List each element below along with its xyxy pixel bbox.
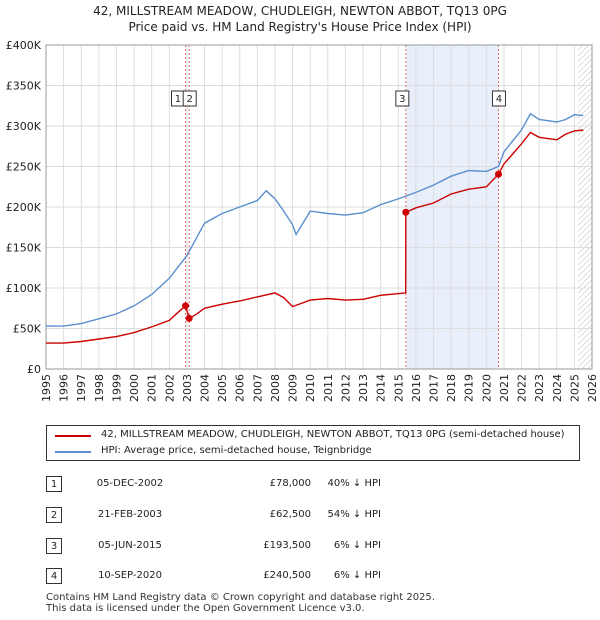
legend-label-hpi: HPI: Average price, semi-detached house,… (101, 445, 372, 456)
transaction-date: 05-JUN-2015 (98, 540, 162, 551)
x-tick-label: 2006 (234, 374, 247, 402)
x-tick-label: 2022 (516, 374, 529, 402)
transaction-row: 1 05-DEC-2002 £78,000 40% ↓ HPI (46, 476, 586, 494)
legend-swatch-hpi (55, 451, 91, 453)
x-tick-label: 2004 (199, 374, 212, 402)
sale-point (185, 314, 193, 322)
transaction-price: £62,500 (269, 509, 311, 520)
property-series-line (46, 129, 584, 344)
x-tick-label: 2005 (216, 374, 229, 402)
sale-number-label: 2 (187, 94, 193, 105)
chart-title: 42, MILLSTREAM MEADOW, CHUDLEIGH, NEWTON… (93, 4, 507, 18)
x-tick-label: 2007 (251, 374, 264, 402)
sale-number-frame (182, 90, 197, 107)
hpi-series-line (46, 112, 584, 327)
sale-number-frame (491, 90, 506, 107)
x-tick-label: 1998 (93, 374, 106, 402)
x-tick-label: 2017 (427, 374, 440, 402)
x-tick-label: 1999 (110, 374, 123, 402)
footer-license: This data is licensed under the Open Gov… (46, 603, 365, 614)
chart-subtitle: Price paid vs. HM Land Registry's House … (128, 20, 472, 34)
x-tick-label: 2015 (392, 374, 405, 402)
x-tick-label: 1995 (40, 374, 53, 402)
legend: 42, MILLSTREAM MEADOW, CHUDLEIGH, NEWTON… (46, 425, 580, 461)
y-tick-label: £200K (6, 201, 42, 214)
transaction-price: £78,000 (269, 478, 311, 489)
x-tick-label: 2010 (304, 374, 317, 402)
transaction-date: 21-FEB-2003 (97, 509, 163, 520)
legend-swatch-property (55, 435, 91, 437)
x-tick-label: 2011 (322, 374, 335, 402)
transaction-hpi-delta: 6% ↓ HPI (333, 570, 381, 581)
transaction-badge: 1 (46, 476, 62, 492)
sale-number-box: 2 (182, 90, 197, 107)
transaction-row: 4 10-SEP-2020 £240,500 6% ↓ HPI (46, 568, 586, 586)
legend-label-property: 42, MILLSTREAM MEADOW, CHUDLEIGH, NEWTON… (101, 429, 565, 440)
x-tick-label: 2021 (498, 374, 511, 402)
transaction-row: 2 21-FEB-2003 £62,500 54% ↓ HPI (46, 507, 586, 525)
x-tick-label: 2013 (357, 374, 370, 402)
x-tick-label: 2023 (533, 374, 546, 402)
transaction-badge: 3 (46, 538, 62, 554)
transaction-badge: 4 (46, 568, 62, 584)
sale-number-box: 3 (395, 90, 410, 107)
transaction-date: 05-DEC-2002 (96, 478, 164, 489)
x-tick-label: 2026 (586, 374, 599, 402)
y-tick-label: £250K (6, 161, 42, 174)
x-tick-label: 2025 (568, 374, 581, 402)
footer-copyright: Contains HM Land Registry data © Crown c… (46, 592, 435, 603)
transaction-badge: 2 (46, 507, 62, 523)
transaction-price: £240,500 (263, 570, 311, 581)
x-tick-label: 2014 (375, 374, 388, 402)
sale-number-box: 4 (491, 90, 506, 107)
price-chart: 1 2 3 4 £0 £50K £100K £150K £200K £250K £300K £350K… (6, 39, 599, 402)
x-tick-label: 2024 (551, 374, 564, 402)
sale-point (181, 302, 189, 310)
sale-number-label: 3 (399, 94, 405, 105)
y-tick-label: £150K (6, 242, 42, 255)
sale-number-frame (395, 90, 410, 107)
x-tick-label: 1996 (58, 374, 71, 402)
transaction-hpi-delta: 54% ↓ HPI (327, 509, 381, 520)
y-tick-label: £350K (6, 80, 42, 93)
sale-number-label: 4 (496, 94, 502, 105)
x-tick-label: 2016 (410, 374, 423, 402)
y-tick-label: £400K (6, 39, 42, 52)
x-tick-label: 2012 (339, 374, 352, 402)
x-tick-label: 2008 (269, 374, 282, 402)
y-tick-label: £100K (6, 282, 42, 295)
sale-point (494, 170, 502, 178)
y-tick-label: £300K (6, 120, 42, 133)
x-tick-label: 2000 (128, 374, 141, 402)
x-tick-label: 2003 (181, 374, 194, 402)
sale-number-box: 1 (170, 90, 185, 107)
x-tick-label: 2020 (480, 374, 493, 402)
x-tick-label: 2009 (287, 374, 300, 402)
transaction-hpi-delta: 6% ↓ HPI (333, 540, 381, 551)
transaction-row: 3 05-JUN-2015 £193,500 6% ↓ HPI (46, 538, 586, 556)
transaction-hpi-delta: 40% ↓ HPI (327, 478, 381, 489)
x-tick-label: 2019 (463, 374, 476, 402)
sale-number-label: 1 (175, 94, 181, 105)
y-tick-label: £0 (27, 363, 41, 376)
x-tick-label: 1997 (75, 374, 88, 402)
transaction-date: 10-SEP-2020 (98, 570, 162, 581)
x-tick-label: 2018 (445, 374, 458, 402)
x-tick-label: 2001 (146, 374, 159, 402)
sale-point (402, 208, 410, 216)
plot-frame (45, 44, 593, 370)
x-tick-label: 2002 (163, 374, 176, 402)
y-tick-label: £50K (13, 323, 42, 336)
transaction-price: £193,500 (263, 540, 311, 551)
